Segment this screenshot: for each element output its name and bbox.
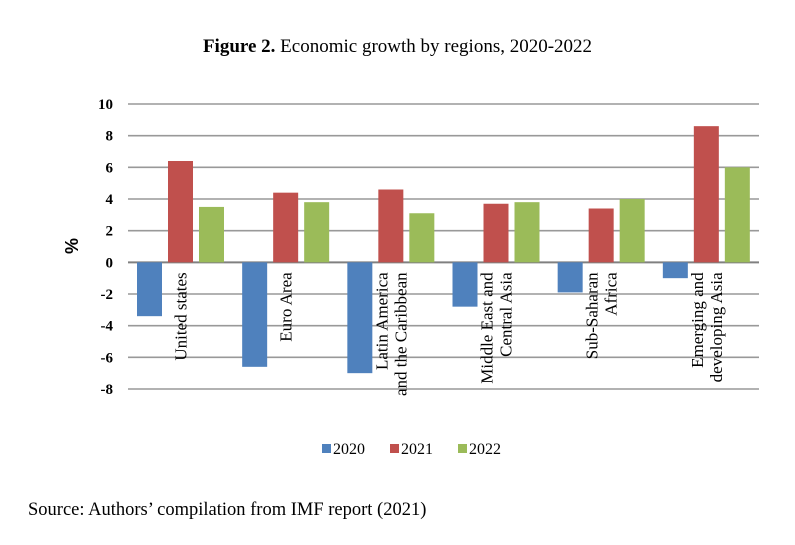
bar-2021 bbox=[378, 189, 404, 263]
category-label-line: Central Asia bbox=[497, 272, 516, 357]
y-tick-label: -6 bbox=[101, 350, 114, 366]
category-label-line: and the Caribbean bbox=[391, 272, 410, 396]
y-tick-label: 6 bbox=[106, 160, 114, 176]
gridlines bbox=[128, 103, 759, 390]
bar-2021 bbox=[168, 161, 193, 263]
bar-2022 bbox=[304, 202, 330, 263]
category-label-line: Middle East and bbox=[478, 272, 497, 384]
legend-label-2021: 2021 bbox=[401, 441, 433, 458]
bar-2020 bbox=[137, 262, 162, 317]
category-label-line: Emerging and bbox=[688, 272, 707, 368]
legend-label-2022: 2022 bbox=[469, 441, 501, 458]
bar-2022 bbox=[724, 167, 750, 263]
y-tick-label: 0 bbox=[106, 255, 114, 271]
y-tick-label: 2 bbox=[106, 224, 114, 240]
bar-2020 bbox=[557, 262, 583, 293]
y-tick-label: -4 bbox=[101, 319, 114, 335]
category-label-line: Africa bbox=[602, 272, 621, 316]
category-label-line: developing Asia bbox=[707, 272, 726, 382]
bars bbox=[137, 126, 750, 374]
category-label: Latin America and the Caribbean bbox=[372, 272, 410, 396]
category-label: Sub-Saharan Africa bbox=[583, 272, 621, 359]
bar-2020 bbox=[662, 262, 688, 279]
bar-2021 bbox=[588, 208, 614, 263]
legend-swatch-2020 bbox=[322, 444, 331, 453]
category-label-line: Euro Area bbox=[277, 272, 296, 342]
legend: 2020 2021 2022 bbox=[322, 441, 501, 458]
y-axis-ticks: 10 8 6 4 2 0 -2 -4 -6 -8 bbox=[98, 97, 114, 398]
category-labels: United states Euro Area Latin America and t… bbox=[172, 272, 726, 396]
y-tick-label: 4 bbox=[106, 192, 114, 208]
category-label: Emerging and developing Asia bbox=[688, 272, 726, 383]
y-tick-label: -2 bbox=[101, 287, 114, 303]
bar-2021 bbox=[273, 192, 299, 263]
source-note: Source: Authors’ compilation from IMF re… bbox=[28, 500, 427, 520]
category-label-line: Sub-Saharan bbox=[583, 272, 602, 359]
title-text: Economic growth by regions, 2020-2022 bbox=[275, 36, 593, 57]
bar-2021 bbox=[483, 203, 509, 263]
y-tick-label: 8 bbox=[106, 129, 114, 145]
category-label-line: United states bbox=[172, 272, 191, 360]
bar-2022 bbox=[199, 206, 224, 263]
bar-2022 bbox=[409, 213, 435, 263]
bar-2020 bbox=[242, 262, 268, 367]
y-axis-label: % bbox=[62, 238, 82, 254]
bar-2022 bbox=[619, 199, 645, 263]
legend-swatch-2021 bbox=[390, 444, 399, 453]
category-label: Middle East and Central Asia bbox=[478, 272, 516, 384]
bar-2021 bbox=[693, 126, 719, 263]
category-label: United states bbox=[172, 272, 191, 360]
legend-label-2020: 2020 bbox=[333, 441, 365, 458]
bar-2022 bbox=[514, 202, 540, 263]
bar-2020 bbox=[347, 262, 373, 374]
chart-title: Figure 2. Economic growth by regions, 20… bbox=[0, 36, 795, 58]
y-tick-label: -8 bbox=[101, 382, 114, 398]
legend-swatch-2022 bbox=[458, 444, 467, 453]
y-tick-label: 10 bbox=[98, 97, 113, 113]
figure-number: Figure 2. bbox=[202, 36, 276, 57]
category-label-line: Latin America bbox=[372, 272, 391, 370]
bar-2020 bbox=[452, 262, 478, 307]
category-label: Euro Area bbox=[277, 272, 296, 342]
